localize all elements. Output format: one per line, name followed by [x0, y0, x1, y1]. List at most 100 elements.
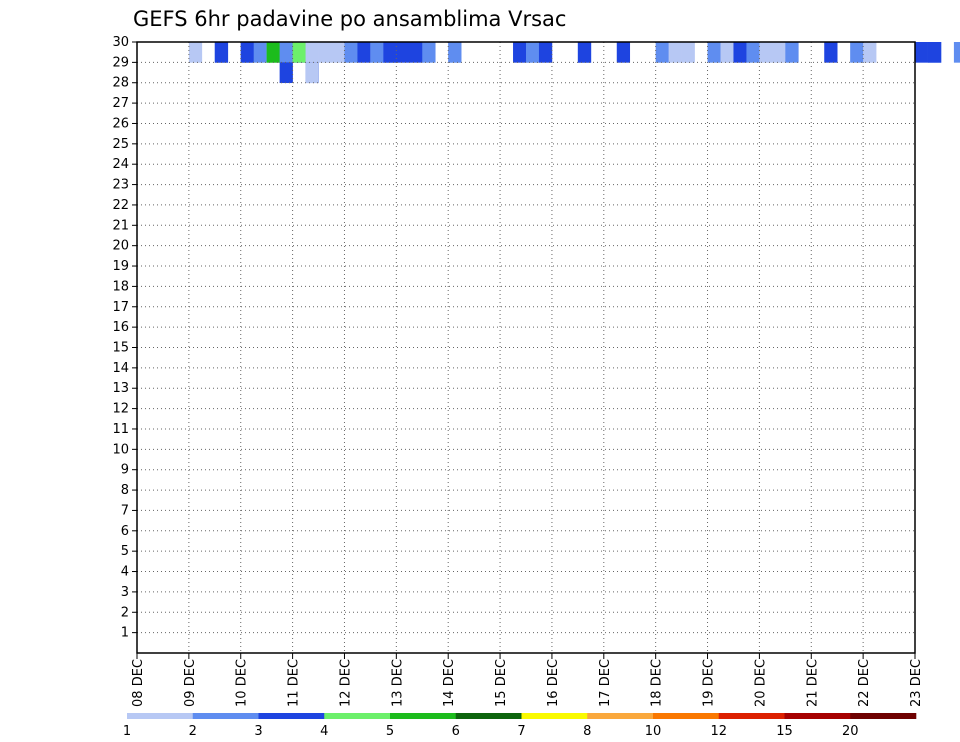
colorbar-label: 12	[710, 724, 727, 739]
x-tick-label: 17 DEC	[598, 659, 613, 707]
y-tick-label: 8	[121, 483, 129, 498]
x-axis-ticks: 08 DEC 09 DEC 10 DEC 11 DEC 12 DEC 13 DEC 14 D…	[131, 653, 924, 707]
x-tick-label: 18 DEC	[650, 659, 665, 707]
chart-title: GEFS 6hr padavine po ansamblima Vrsac	[133, 7, 566, 31]
x-tick-label: 09 DEC	[183, 659, 198, 707]
y-tick-label: 11	[112, 422, 129, 437]
x-tick-label: 19 DEC	[702, 659, 717, 707]
y-tick-label: 4	[121, 565, 129, 580]
y-tick-label: 19	[112, 259, 129, 274]
heatmap-cell	[279, 42, 293, 63]
heatmap-cell	[409, 42, 423, 63]
heatmap-cell	[616, 42, 631, 63]
colorbar-label: 5	[386, 724, 394, 739]
heatmap-cell	[305, 62, 319, 84]
heatmap-cell	[240, 42, 254, 63]
y-tick-label: 14	[112, 361, 129, 376]
y-tick-label: 23	[112, 178, 129, 193]
x-tick-label: 10 DEC	[235, 659, 250, 707]
heatmap-cell	[357, 42, 371, 63]
heatmap-cell	[824, 42, 838, 63]
colorbar-label: 1	[123, 724, 131, 739]
y-tick-label: 26	[112, 116, 129, 131]
heatmap-cell	[772, 42, 786, 63]
colorbar-swatch	[258, 713, 325, 719]
x-tick-label: 14 DEC	[442, 659, 457, 707]
colorbar-swatch	[850, 713, 917, 719]
colorbar-swatch	[784, 713, 851, 719]
y-tick-label: 28	[112, 76, 129, 91]
y-tick-label: 3	[121, 585, 129, 600]
heatmap-cell	[850, 42, 864, 63]
colorbar-swatch	[127, 713, 194, 719]
grid-lines	[137, 42, 915, 653]
y-tick-label: 9	[121, 463, 129, 478]
colorbar-swatch	[653, 713, 720, 719]
colorbar-swatch	[718, 713, 785, 719]
y-tick-label: 17	[112, 300, 129, 315]
colorbar-label: 4	[320, 724, 328, 739]
heatmap-cell	[370, 42, 384, 63]
x-tick-label: 16 DEC	[546, 659, 561, 707]
y-tick-label: 15	[112, 341, 129, 356]
heatmap-cell	[292, 42, 306, 63]
x-tick-label: 08 DEC	[131, 659, 146, 707]
heatmap-cell	[668, 42, 682, 63]
colorbar-swatch	[455, 713, 522, 719]
heatmap-cell	[448, 42, 462, 63]
heatmap-cell	[344, 42, 358, 63]
y-tick-label: 16	[112, 320, 129, 335]
y-tick-label: 10	[112, 442, 129, 457]
x-tick-label: 11 DEC	[287, 659, 302, 707]
y-tick-label: 18	[112, 279, 129, 294]
colorbar-swatch	[390, 713, 457, 719]
y-tick-label: 12	[112, 402, 129, 417]
colorbar-swatch	[521, 713, 588, 719]
heatmap-cell	[863, 42, 877, 63]
colorbar-label: 15	[776, 724, 793, 739]
heatmap-cell	[266, 42, 280, 63]
heatmap-cell	[759, 42, 773, 63]
x-tick-label: 13 DEC	[390, 659, 405, 707]
colorbar-label: 2	[189, 724, 197, 739]
colorbar-swatch	[587, 713, 654, 719]
y-tick-label: 25	[112, 137, 129, 152]
colorbar-label: 20	[842, 724, 859, 739]
heatmap-cell	[318, 42, 332, 63]
heatmap-cell	[681, 42, 695, 63]
y-tick-label: 20	[112, 239, 129, 254]
x-tick-label: 12 DEC	[338, 659, 353, 707]
y-tick-label: 13	[112, 381, 129, 396]
heatmap-cell	[707, 42, 721, 63]
colorbar-swatch	[324, 713, 391, 719]
x-tick-label: 23 DEC	[909, 659, 924, 707]
y-tick-label: 27	[112, 96, 129, 111]
heatmap-cell	[253, 42, 267, 63]
colorbar-label: 8	[583, 724, 591, 739]
colorbar-label: 10	[645, 724, 662, 739]
y-tick-label: 1	[121, 626, 129, 641]
heatmap-cell	[655, 42, 669, 63]
y-tick-label: 30	[112, 35, 129, 50]
heatmap-cell	[733, 42, 747, 63]
y-tick-label: 2	[121, 605, 129, 620]
heatmap-cell	[279, 62, 293, 84]
heatmap-cell	[746, 42, 760, 63]
heatmap-cell	[331, 42, 345, 63]
y-tick-label: 24	[112, 157, 129, 172]
heatmap-cell	[953, 42, 960, 63]
y-tick-label: 21	[112, 218, 129, 233]
colorbar-label: 3	[254, 724, 262, 739]
heatmap-cell	[396, 42, 410, 63]
heatmap-cell	[513, 42, 527, 63]
x-tick-label: 20 DEC	[753, 659, 768, 707]
y-tick-label: 22	[112, 198, 129, 213]
x-tick-label: 21 DEC	[805, 659, 820, 707]
colorbar-label: 7	[517, 724, 525, 739]
x-tick-label: 15 DEC	[494, 659, 509, 707]
heatmap-cell	[188, 42, 203, 63]
y-tick-label: 7	[121, 503, 129, 518]
heatmap-cells	[188, 42, 960, 84]
y-axis-ticks: 1234567891011121314151617181920212223242…	[112, 35, 137, 641]
